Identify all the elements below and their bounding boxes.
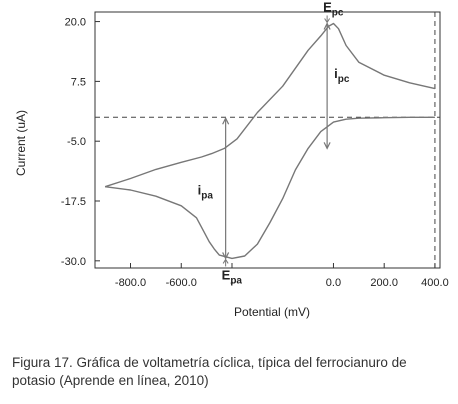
label-epc: Epc (323, 0, 344, 18)
y-tick-label-2: -5.0 (67, 136, 86, 148)
x-tick-label-5: 400.0 (421, 277, 449, 289)
ipa-arrow-head-bottom (222, 252, 230, 260)
label-ipa-sub: pa (201, 190, 213, 201)
label-epa-main: E (222, 267, 231, 282)
y-tick-label-4: -30.0 (61, 256, 86, 268)
ipc-arrow-head-top (323, 22, 331, 30)
label-ipc-main: i (334, 66, 338, 81)
label-epc-sub: pc (332, 7, 344, 18)
label-epa: Epa (222, 267, 243, 286)
y-tick-label-0: 20.0 (65, 17, 86, 29)
chart-svg: 20.0 7.5 -5.0 -17.5 -30.0 -800.0 -600.0 - 0.0 200… (14, 0, 449, 319)
y-tick-label-3: -17.5 (61, 196, 86, 208)
x-tick-label-0: -800.0 (115, 277, 146, 289)
epc-pointer-head (324, 18, 331, 24)
series-line-1 (105, 116, 435, 260)
chart-marks: 20.0 7.5 -5.0 -17.5 -30.0 -800.0 -600.0 - 0.0 200… (61, 0, 449, 289)
y-tick-label-1: 7.5 (71, 76, 86, 88)
plot-frame (94, 11, 441, 269)
ipa-arrow-head-top (222, 116, 230, 125)
x-tick-label-2: - (230, 277, 234, 289)
label-ipa: ipa (198, 182, 214, 201)
label-epa-sub: pa (230, 275, 242, 286)
label-ipc: ipc (334, 66, 350, 85)
x-tick-label-1: -600.0 (166, 277, 197, 289)
figure-caption: Figura 17. Gráfica de voltametría cíclic… (12, 355, 407, 388)
x-tick-label-4: 200.0 (370, 277, 398, 289)
ipc-arrow-head-bottom (323, 142, 331, 150)
label-epc-main: E (323, 0, 332, 14)
x-axis-title: Potential (mV) (234, 305, 310, 319)
x-tick-label-3: 0.0 (326, 277, 341, 289)
epa-pointer-head (222, 258, 229, 264)
label-ipa-main: i (198, 182, 202, 197)
voltammogram-chart: 20.0 7.5 -5.0 -17.5 -30.0 -800.0 -600.0 - 0.0 200… (14, 0, 449, 319)
y-axis-title: Current (uA) (14, 110, 28, 176)
label-ipc-sub: pc (338, 74, 350, 85)
series-line-0 (104, 22, 436, 188)
